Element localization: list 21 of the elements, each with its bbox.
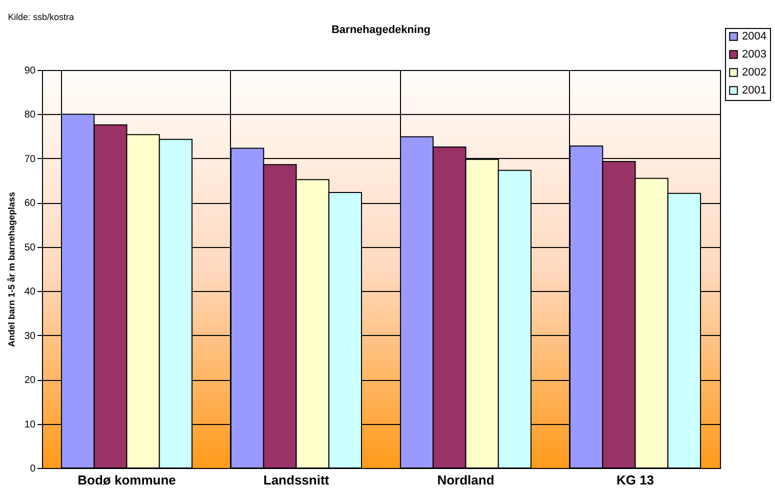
- text: Kilde: ssb/kostra: [8, 12, 74, 22]
- x-tick-label: Bodø kommune: [78, 472, 176, 488]
- y-tick-label: 20: [24, 375, 36, 386]
- y-tick-label: 70: [24, 154, 36, 165]
- y-tick-label: 30: [24, 330, 36, 342]
- x-tick-label: KG 13: [616, 472, 654, 488]
- y-tick-label: 90: [24, 66, 36, 76]
- legend-label: 2003: [742, 48, 766, 60]
- y-tick-label: 50: [24, 242, 36, 254]
- y-tick-label: 40: [24, 286, 36, 298]
- y-axis-title: Andel barn 1-5 år m barnehageplass: [6, 192, 16, 348]
- y-tick-label: 10: [24, 419, 36, 430]
- y-tick-label: 0: [30, 464, 36, 474]
- legend-label: 2001: [742, 84, 766, 96]
- x-tick-label: Landssnitt: [263, 472, 330, 488]
- y-tick-label: 80: [24, 110, 36, 121]
- chart-title: Barnehagedekning: [331, 24, 431, 36]
- legend-label: 2002: [742, 66, 766, 78]
- y-tick-label: 60: [24, 198, 36, 210]
- legend-label: 2004: [742, 30, 766, 42]
- x-tick-label: Nordland: [437, 472, 494, 488]
